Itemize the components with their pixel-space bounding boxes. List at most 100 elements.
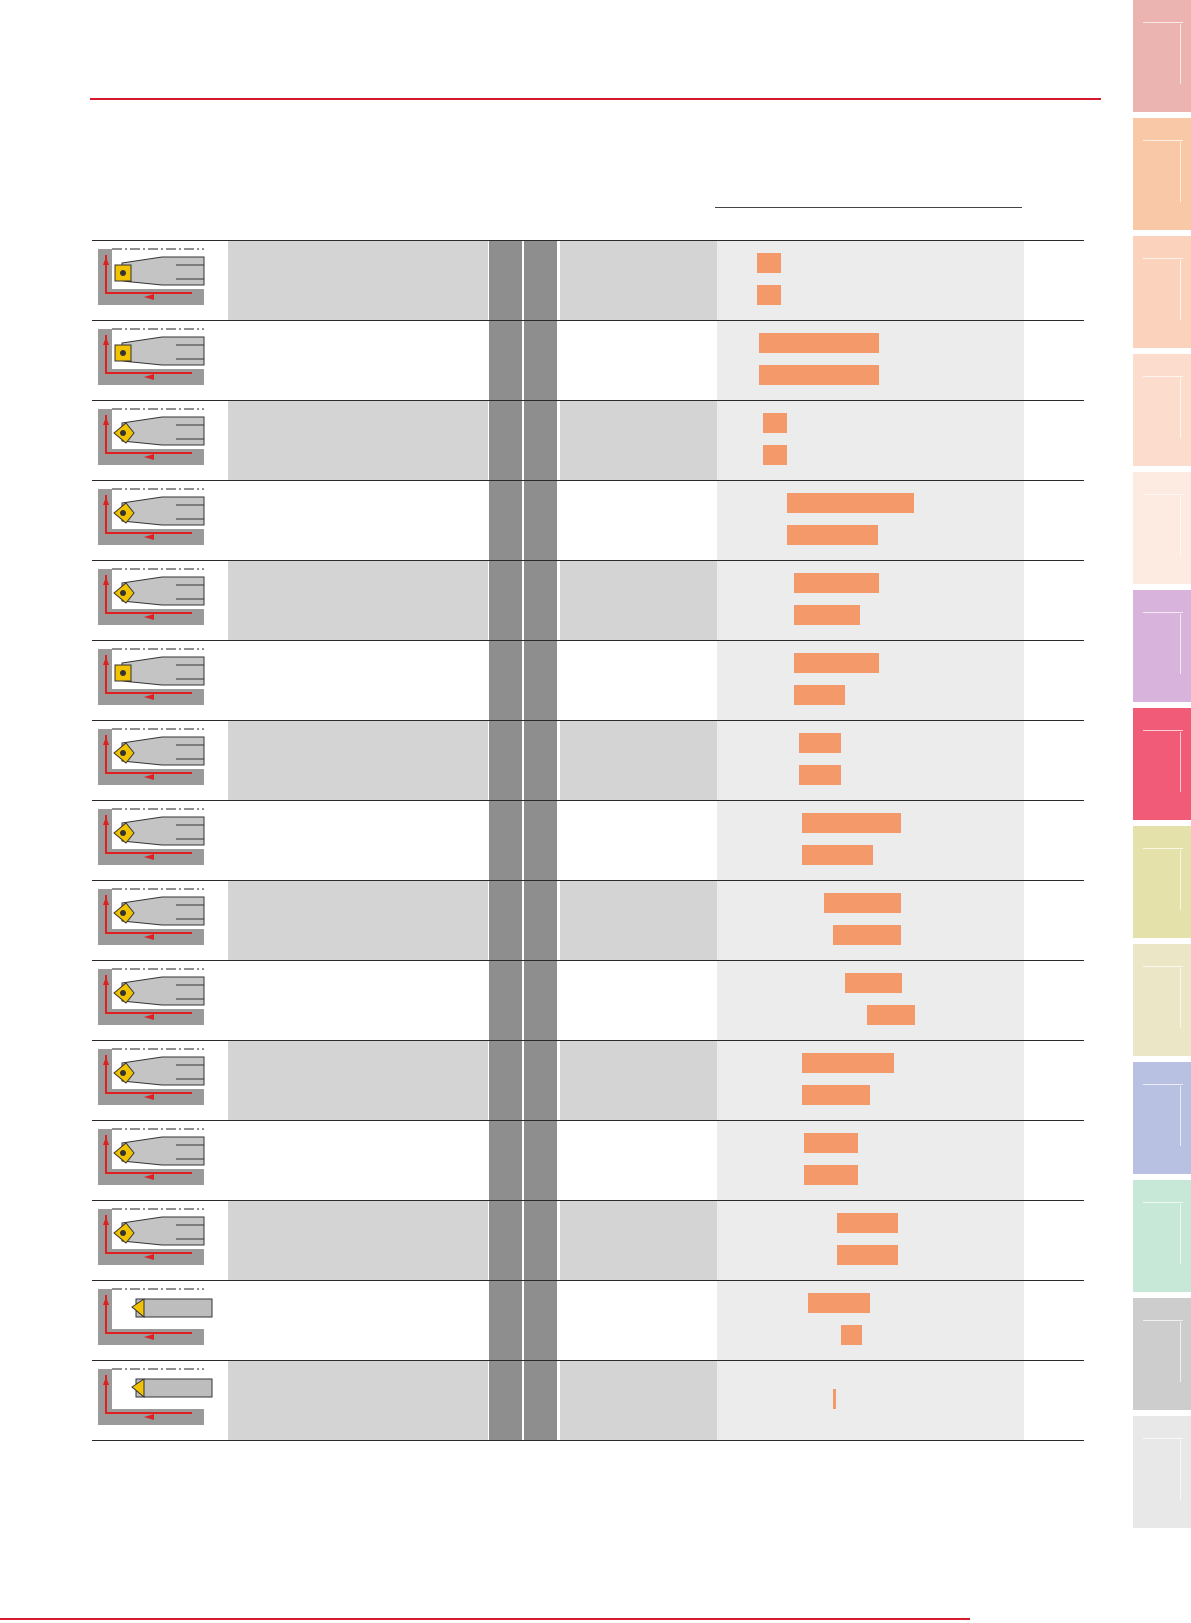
- grade-column-2: [524, 241, 557, 320]
- range-bar: [841, 1325, 862, 1345]
- range-bar: [799, 733, 841, 753]
- grade-column-1: [489, 1201, 522, 1280]
- description-cell: [228, 801, 488, 880]
- tool-illustration: [92, 801, 228, 880]
- range-bar: [802, 1053, 894, 1073]
- grade-column-2: [524, 641, 557, 720]
- grade-column-2: [524, 1121, 557, 1200]
- tab-decoration: [1180, 1204, 1181, 1264]
- range-chart-cell: [717, 881, 1024, 960]
- copy-boring-bar-icon: [98, 968, 205, 1025]
- tab-decoration: [1180, 24, 1181, 84]
- tab-decoration: [1143, 730, 1183, 731]
- range-chart-cell: [717, 1281, 1024, 1360]
- info-cell: [560, 881, 717, 960]
- range-chart-cell: [717, 241, 1024, 320]
- boring-bar-square-insert-icon: [98, 648, 205, 705]
- section-tab[interactable]: [1133, 472, 1191, 584]
- range-bar: [757, 285, 781, 305]
- table-row: [92, 721, 1084, 801]
- table-row: [92, 1361, 1084, 1441]
- grade-column-2: [524, 321, 557, 400]
- tab-decoration: [1180, 260, 1181, 320]
- range-chart-cell: [717, 321, 1024, 400]
- tool-selection-table: [92, 240, 1084, 1441]
- section-tab[interactable]: [1133, 1062, 1191, 1174]
- range-bar: [802, 813, 901, 833]
- tab-decoration: [1143, 140, 1183, 141]
- copy-boring-bar-icon: [98, 1048, 205, 1105]
- tab-decoration: [1180, 850, 1181, 910]
- info-cell: [560, 1121, 717, 1200]
- grade-column-2: [524, 561, 557, 640]
- range-bar: [833, 1389, 836, 1409]
- description-cell: [228, 401, 488, 480]
- range-bar: [837, 1245, 898, 1265]
- tool-illustration: [92, 241, 228, 320]
- description-cell: [228, 241, 488, 320]
- section-tab[interactable]: [1133, 354, 1191, 466]
- range-bar: [794, 685, 845, 705]
- description-cell: [228, 561, 488, 640]
- table-row: [92, 321, 1084, 401]
- info-cell: [560, 801, 717, 880]
- range-chart-cell: [717, 561, 1024, 640]
- table-row: [92, 961, 1084, 1041]
- range-bar: [794, 653, 879, 673]
- description-cell: [228, 1121, 488, 1200]
- section-tab[interactable]: [1133, 118, 1191, 230]
- grade-column-2: [524, 721, 557, 800]
- grade-column-2: [524, 1201, 557, 1280]
- tab-decoration: [1143, 1320, 1183, 1321]
- range-bar: [794, 605, 860, 625]
- boring-bar-square-insert-icon: [98, 328, 205, 385]
- grade-column-2: [524, 481, 557, 560]
- facing-boring-tool-icon: [98, 248, 205, 305]
- range-bar: [802, 845, 873, 865]
- info-cell: [560, 401, 717, 480]
- small-boring-tool-icon: [98, 408, 205, 465]
- table-row: [92, 401, 1084, 481]
- table-row: [92, 1201, 1084, 1281]
- table-row: [92, 801, 1084, 881]
- tool-illustration: [92, 961, 228, 1040]
- section-tab[interactable]: [1133, 0, 1191, 112]
- range-bar: [808, 1293, 870, 1313]
- table-row: [92, 641, 1084, 721]
- section-tab[interactable]: [1133, 708, 1191, 820]
- tab-decoration: [1143, 848, 1183, 849]
- tool-illustration: [92, 401, 228, 480]
- section-tab[interactable]: [1133, 236, 1191, 348]
- section-tab[interactable]: [1133, 826, 1191, 938]
- section-tab[interactable]: [1133, 1416, 1191, 1528]
- grade-column-1: [489, 961, 522, 1040]
- grade-column-2: [524, 401, 557, 480]
- copy-boring-bar-icon: [98, 808, 205, 865]
- back-boring-tool-icon: [98, 1368, 213, 1425]
- tab-decoration: [1143, 612, 1183, 613]
- description-cell: [228, 881, 488, 960]
- tab-decoration: [1180, 496, 1181, 556]
- copy-boring-bar-icon: [98, 1128, 205, 1185]
- tool-illustration: [92, 321, 228, 400]
- section-tab[interactable]: [1133, 1180, 1191, 1292]
- info-cell: [560, 1201, 717, 1280]
- section-tab[interactable]: [1133, 944, 1191, 1056]
- info-cell: [560, 1281, 717, 1360]
- description-cell: [228, 1361, 488, 1440]
- description-cell: [228, 1041, 488, 1120]
- grade-column-2: [524, 961, 557, 1040]
- tab-decoration: [1143, 1438, 1183, 1439]
- info-cell: [560, 561, 717, 640]
- range-bar: [867, 1005, 915, 1025]
- range-bar: [763, 445, 787, 465]
- info-cell: [560, 961, 717, 1040]
- tab-decoration: [1180, 1440, 1181, 1500]
- tool-illustration: [92, 561, 228, 640]
- boring-bar-rhombic-insert-icon: [98, 568, 205, 625]
- range-bar: [804, 1133, 858, 1153]
- tool-illustration: [92, 1201, 228, 1280]
- range-bar: [759, 365, 879, 385]
- section-tab[interactable]: [1133, 1298, 1191, 1410]
- section-tab[interactable]: [1133, 590, 1191, 702]
